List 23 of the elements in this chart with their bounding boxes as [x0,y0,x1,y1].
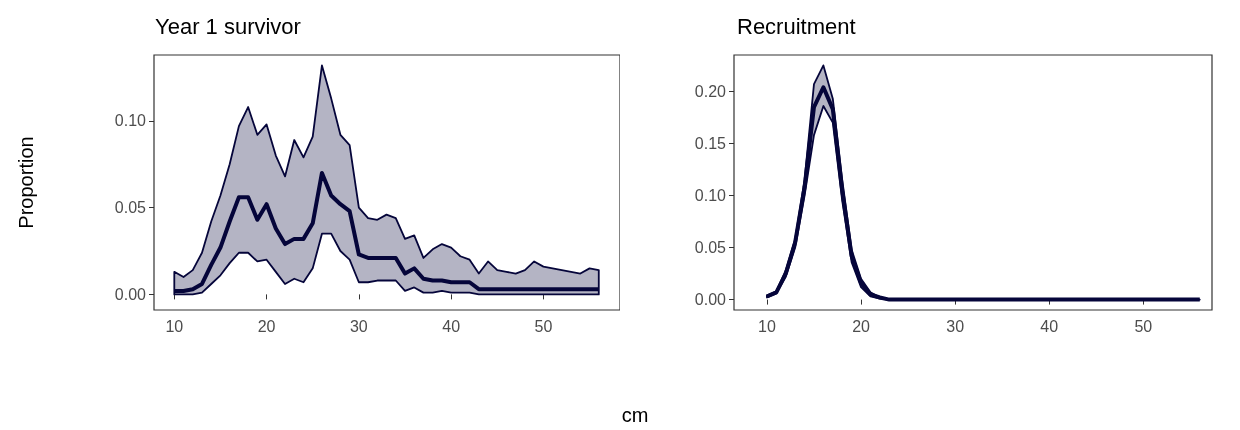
x-tick-label: 30 [349,317,368,335]
y-tick-label: 0.10 [114,112,147,130]
x-tick-label: 10 [758,317,776,335]
y-axis-title: Proportion [15,136,37,229]
x-tick-label: 20 [852,317,871,335]
x-tick-label: 40 [442,317,461,335]
x-tick-label: 10 [165,317,184,335]
x-axis-title: cm [620,404,650,427]
x-tick-label: 50 [534,317,553,335]
y-tick-label: 0.20 [694,82,727,100]
chart-title: Year 1 survivor [155,13,301,39]
y-tick-label: 0.00 [114,285,147,303]
y-tick-label: 0.00 [694,291,727,309]
chart-title: Recruitment [737,13,856,39]
y-tick-label: 0.15 [694,134,727,152]
y-tick-label: 0.05 [114,199,147,217]
x-tick-label: 50 [1134,317,1153,335]
x-tick-label: 40 [1040,317,1059,335]
x-tick-label: 30 [946,317,965,335]
y-tick-label: 0.10 [694,187,727,205]
y-tick-label: 0.05 [694,239,727,257]
line-series [172,170,601,293]
x-tick-label: 20 [257,317,276,335]
